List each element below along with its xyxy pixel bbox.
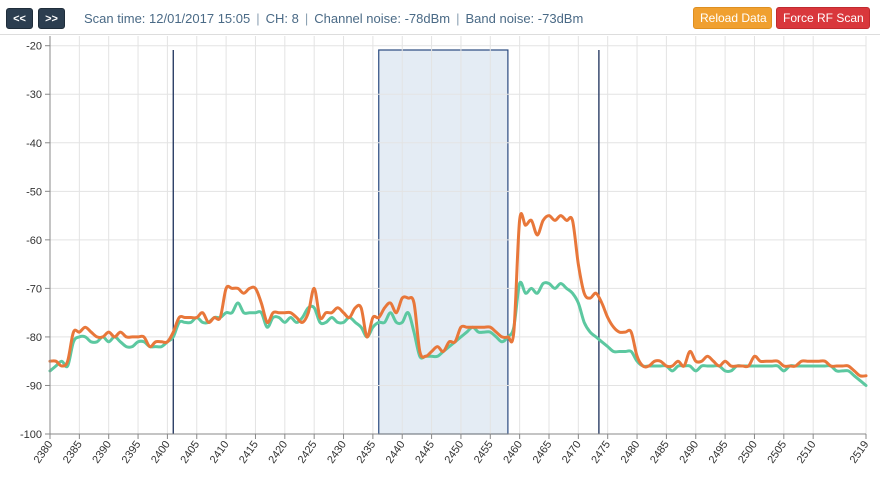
x-tick-label: 2440	[384, 439, 408, 466]
previous-scan-button[interactable]: <<	[6, 8, 33, 29]
toolbar: << >> Scan time: 12/01/2017 15:05 | CH: 8 |…	[0, 0, 880, 34]
y-tick-label: -60	[26, 235, 42, 247]
scan-status: Scan time: 12/01/2017 15:05 | CH: 8 | Channe…	[84, 11, 583, 26]
x-tick-label: 2390	[90, 439, 114, 466]
x-tick-label: 2385	[61, 439, 85, 466]
y-tick-label: -90	[26, 380, 42, 392]
y-tick-label: -70	[26, 283, 42, 295]
x-tick-label: 2435	[354, 439, 378, 466]
channel-noise: Channel noise: -78dBm	[314, 11, 451, 26]
x-tick-label: 2480	[619, 439, 643, 466]
y-tick-label: -100	[20, 429, 42, 441]
y-tick-label: -40	[26, 138, 42, 150]
x-tick-label: 2465	[531, 439, 555, 466]
y-tick-label: -20	[26, 41, 42, 53]
x-tick-label: 2490	[677, 439, 701, 466]
channel-number: CH: 8	[265, 11, 299, 26]
x-tick-label: 2405	[178, 439, 202, 466]
x-tick-label: 2460	[501, 439, 525, 466]
x-tick-label: 2485	[648, 439, 672, 466]
spectrum-chart: 2380 2385 2390 2395 2400 2405 2410 2415 2420 2425…	[0, 34, 880, 466]
chart-series	[48, 212, 868, 387]
x-tick-label: 2420	[266, 439, 290, 466]
x-tick-label: 2400	[149, 439, 173, 466]
force-rf-scan-button[interactable]: Force RF Scan	[776, 7, 870, 29]
x-tick-label: 2500	[736, 439, 760, 466]
chart-grid	[49, 36, 867, 435]
x-tick-label: 2380	[32, 439, 56, 466]
channel-band	[378, 49, 509, 435]
separator: |	[456, 11, 460, 26]
x-tick-label: 2495	[707, 439, 731, 466]
x-tick-label: 2450	[443, 439, 467, 466]
x-tick-label: 2410	[208, 439, 232, 466]
y-tick-label: -50	[26, 186, 42, 198]
y-tick-label: -80	[26, 332, 42, 344]
band-noise: Band noise: -73dBm	[465, 11, 584, 26]
separator: |	[256, 11, 260, 26]
x-tick-label: 2445	[413, 439, 437, 466]
x-tick-label: 2395	[120, 439, 144, 466]
x-tick-label: 2519	[848, 439, 872, 466]
x-tick-label: 2505	[765, 439, 789, 466]
x-tick-label: 2415	[237, 439, 261, 466]
x-tick-label: 2425	[296, 439, 320, 466]
next-scan-button[interactable]: >>	[38, 8, 65, 29]
y-tick-label: -30	[26, 89, 42, 101]
x-tick-label: 2470	[560, 439, 584, 466]
reload-data-button[interactable]: Reload Data	[693, 7, 772, 29]
x-tick-label: 2455	[472, 439, 496, 466]
x-tick-label: 2475	[589, 439, 613, 466]
chart-divider	[0, 34, 880, 35]
scan-time: Scan time: 12/01/2017 15:05	[84, 11, 251, 26]
channel-markers	[172, 50, 600, 434]
x-tick-label: 2510	[795, 439, 819, 466]
series-line	[48, 280, 868, 387]
x-tick-label: 2430	[325, 439, 349, 466]
series-line	[48, 212, 868, 378]
separator: |	[304, 11, 309, 26]
